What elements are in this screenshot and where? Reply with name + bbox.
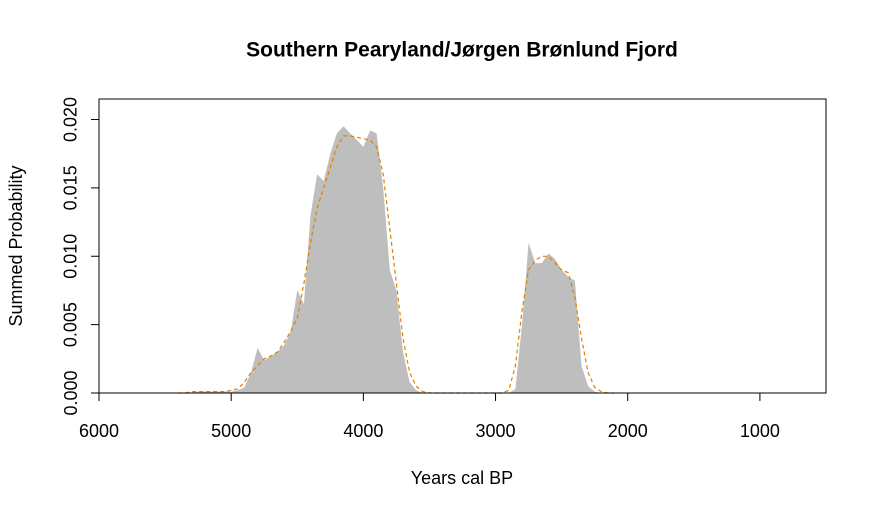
y-tick-label: 0.020: [61, 97, 81, 142]
y-axis-label: Summed Probability: [6, 165, 26, 326]
x-tick-label: 2000: [608, 421, 648, 441]
x-tick-label: 6000: [79, 421, 119, 441]
plot-frame: [98, 98, 827, 394]
chart-title: Southern Pearyland/Jørgen Brønlund Fjord: [246, 39, 678, 62]
x-tick-label: 5000: [211, 421, 251, 441]
x-tick-label: 4000: [343, 421, 383, 441]
x-tick-label: 3000: [476, 421, 516, 441]
area: [178, 126, 615, 394]
y-tick-label: 0.005: [61, 302, 81, 347]
y-tick-label: 0.000: [61, 370, 81, 415]
y-tick-label: 0.015: [61, 165, 81, 210]
line: [178, 135, 615, 394]
y-tick-label: 0.010: [61, 234, 81, 279]
x-axis-label: Years cal BP: [411, 468, 513, 488]
x-tick-label: 1000: [740, 421, 780, 441]
